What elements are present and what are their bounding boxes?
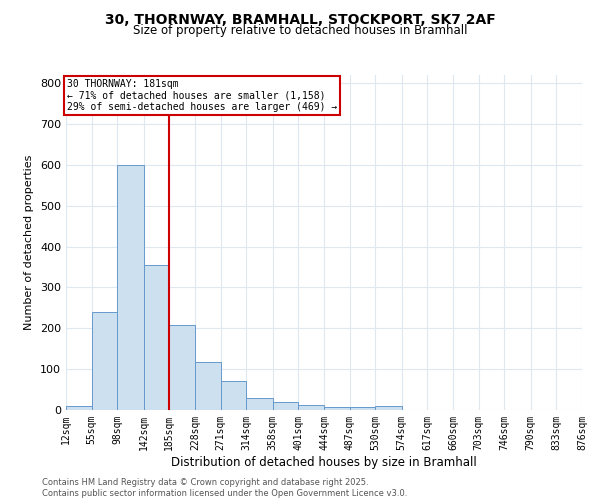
Bar (298, 404, 324, 410)
Text: 30, THORNWAY, BRAMHALL, STOCKPORT, SK7 2AF: 30, THORNWAY, BRAMHALL, STOCKPORT, SK7 2… (104, 12, 496, 26)
Text: Contains HM Land Registry data © Crown copyright and database right 2025.
Contai: Contains HM Land Registry data © Crown c… (42, 478, 407, 498)
Bar (118, 165, 143, 410)
Bar (66, 406, 92, 410)
Bar (221, 380, 247, 410)
Bar (247, 398, 272, 410)
X-axis label: Distribution of detached houses by size in Bramhall: Distribution of detached houses by size … (171, 456, 477, 468)
Bar (272, 402, 298, 410)
Bar (350, 406, 376, 410)
Bar (324, 406, 350, 410)
Text: 30 THORNWAY: 181sqm
← 71% of detached houses are smaller (1,158)
29% of semi-det: 30 THORNWAY: 181sqm ← 71% of detached ho… (67, 79, 337, 112)
Bar (143, 265, 169, 410)
Bar (92, 312, 118, 410)
Y-axis label: Number of detached properties: Number of detached properties (25, 155, 34, 330)
Bar (376, 406, 401, 410)
Text: Size of property relative to detached houses in Bramhall: Size of property relative to detached ho… (133, 24, 467, 37)
Bar (169, 326, 195, 410)
Bar (195, 362, 221, 410)
